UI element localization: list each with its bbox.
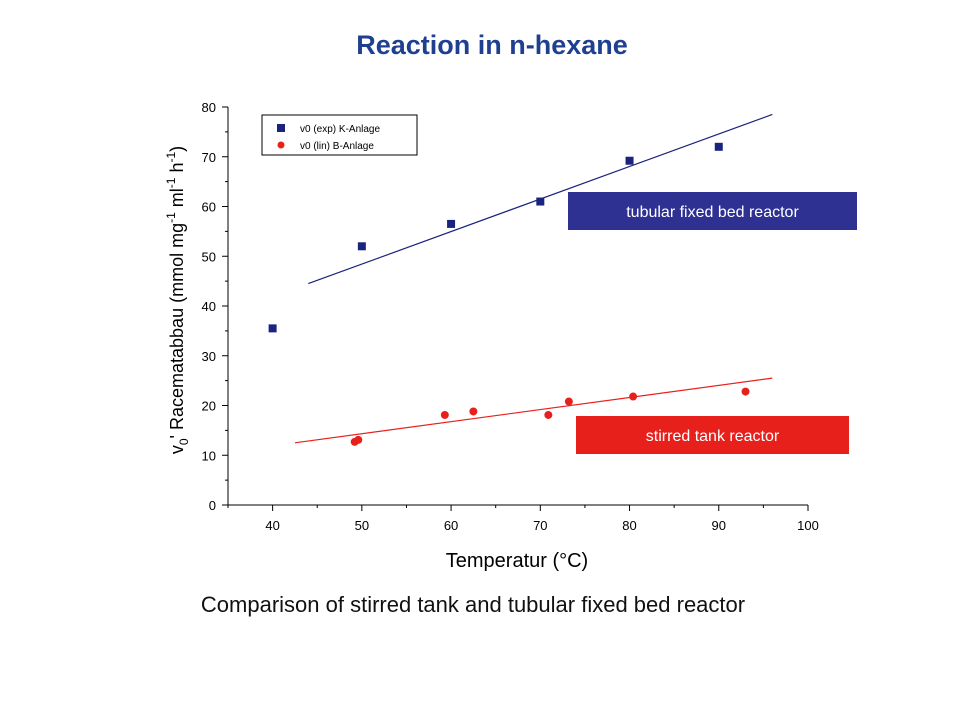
legend-marker-circle (277, 141, 285, 149)
data-point-square (714, 142, 723, 151)
legend-label: v0 (exp) K-Anlage (300, 124, 380, 135)
y-tick-label: 70 (202, 150, 216, 165)
y-axis-label-part: -1 (164, 212, 178, 223)
y-tick-label: 0 (209, 498, 216, 513)
annotation-box (576, 416, 849, 454)
y-axis-label-part: 0 (177, 438, 191, 445)
legend-box (261, 114, 418, 156)
legend-label: v0 (lin) B-Anlage (300, 141, 374, 152)
data-point-circle (629, 392, 638, 401)
y-axis-label-part: ' Racematabbau (mmol mg (167, 223, 187, 439)
data-point-square (536, 197, 545, 206)
chart-annotations: tubular fixed bed reactor stirred tank re… (568, 192, 857, 454)
x-tick-label: 80 (622, 518, 636, 533)
y-axis-label-part: h (167, 163, 187, 178)
y-axis-label: v0' Racematabbau (mmol mg-1 ml-1 h-1) (164, 146, 191, 454)
y-tick-label: 40 (202, 299, 216, 314)
y-axis-label-part: -1 (164, 177, 178, 188)
chart-legend: v0 (exp) K-Anlage v0 (lin) B-Anlage (261, 114, 418, 156)
y-axis-label-part: -1 (164, 152, 178, 163)
data-point-square (625, 156, 634, 165)
fit-line (294, 377, 773, 444)
data-point-circle (544, 410, 553, 419)
y-tick-label: 10 (202, 448, 216, 463)
data-point-square (268, 324, 277, 333)
x-tick-label: 70 (533, 518, 547, 533)
x-tick-label: 40 (265, 518, 279, 533)
data-point-square (357, 242, 366, 251)
data-point-circle (440, 410, 449, 419)
data-points (268, 142, 750, 446)
y-tick-label: 60 (202, 200, 216, 215)
fit-lines (294, 113, 773, 444)
y-tick-label: 80 (202, 100, 216, 115)
y-tick-label: 50 (202, 249, 216, 264)
y-tick-label: 20 (202, 399, 216, 414)
y-tick-label: 30 (202, 349, 216, 364)
annotation-label: tubular fixed bed reactor (626, 204, 799, 221)
x-tick-label: 60 (444, 518, 458, 533)
chart-axes: 40 50 60 70 80 90 100 0 10 20 30 40 50 60 70 80 (202, 100, 819, 533)
x-axis-label: Temperatur (°C) (446, 550, 588, 572)
data-point-circle (469, 407, 478, 416)
x-tick-label: 90 (712, 518, 726, 533)
legend-marker-square (277, 124, 285, 132)
x-tick-label: 100 (797, 518, 819, 533)
x-tick-label: 50 (355, 518, 369, 533)
slide-caption: Comparison of stirred tank and tubular f… (200, 592, 746, 617)
data-point-square (447, 219, 456, 228)
data-point-circle (354, 435, 363, 444)
y-axis-label-part: ) (167, 146, 187, 152)
annotation-label: stirred tank reactor (646, 428, 780, 445)
data-point-circle (564, 397, 573, 406)
slide-title: Reaction in n-hexane (356, 30, 628, 60)
y-axis-label-part: ml (167, 188, 187, 212)
annotation-box (568, 192, 857, 230)
y-axis-label-part: v (167, 445, 187, 454)
data-point-circle (741, 387, 750, 396)
